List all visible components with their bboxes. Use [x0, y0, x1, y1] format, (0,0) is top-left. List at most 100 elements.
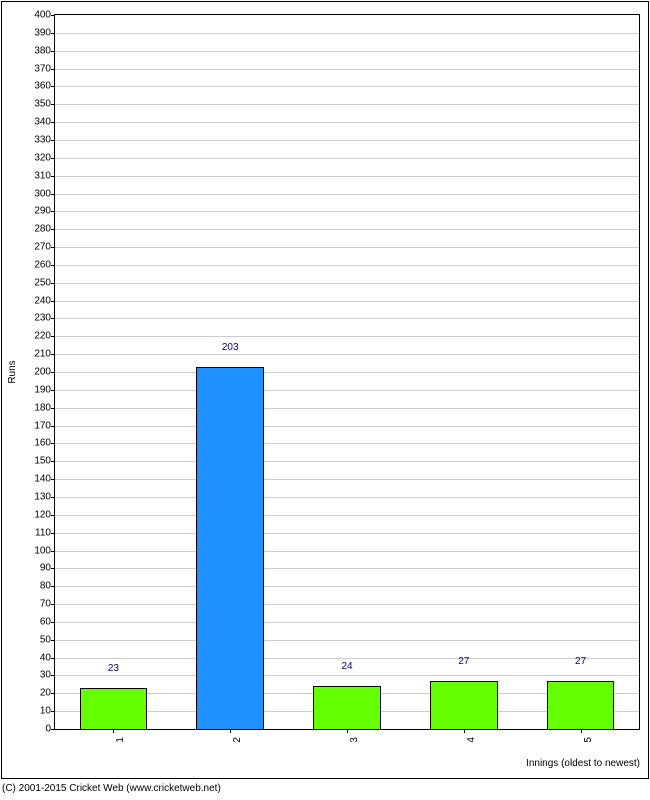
gridline: [55, 568, 639, 569]
ytick-label: 30: [40, 670, 55, 681]
xtick-mark: [230, 729, 231, 733]
xtick-label: 5: [581, 737, 594, 743]
ytick-label: 200: [34, 367, 55, 378]
ytick-label: 240: [34, 295, 55, 306]
ytick-label: 70: [40, 599, 55, 610]
xtick-mark: [113, 729, 114, 733]
ytick-label: 370: [34, 63, 55, 74]
ytick-label: 360: [34, 81, 55, 92]
gridline: [55, 283, 639, 284]
gridline: [55, 479, 639, 480]
ytick-label: 210: [34, 349, 55, 360]
footer-credit: (C) 2001-2015 Cricket Web (www.cricketwe…: [2, 783, 221, 794]
ytick-label: 300: [34, 188, 55, 199]
gridline: [55, 658, 639, 659]
ytick-label: 80: [40, 581, 55, 592]
bar: [430, 681, 498, 729]
gridline: [55, 158, 639, 159]
gridline: [55, 194, 639, 195]
gridline: [55, 229, 639, 230]
ytick-label: 50: [40, 634, 55, 645]
xtick-label: 1: [113, 737, 126, 743]
gridline: [55, 622, 639, 623]
ytick-label: 230: [34, 313, 55, 324]
gridline: [55, 515, 639, 516]
gridline: [55, 265, 639, 266]
gridline: [55, 33, 639, 34]
xtick-label: 3: [347, 737, 360, 743]
ytick-label: 290: [34, 206, 55, 217]
xtick-mark: [581, 729, 582, 733]
ytick-label: 190: [34, 384, 55, 395]
ytick-label: 310: [34, 170, 55, 181]
bar-value-label: 23: [108, 663, 119, 674]
bar: [80, 688, 148, 729]
ytick-label: 250: [34, 277, 55, 288]
bar-value-label: 27: [575, 656, 586, 667]
ytick-label: 320: [34, 152, 55, 163]
gridline: [55, 69, 639, 70]
ytick-label: 10: [40, 706, 55, 717]
ytick-label: 220: [34, 331, 55, 342]
gridline: [55, 211, 639, 212]
ytick-label: 400: [34, 10, 55, 21]
gridline: [55, 247, 639, 248]
gridline: [55, 176, 639, 177]
ytick-label: 350: [34, 99, 55, 110]
gridline: [55, 604, 639, 605]
gridline: [55, 408, 639, 409]
ytick-label: 140: [34, 474, 55, 485]
gridline: [55, 461, 639, 462]
ytick-label: 90: [40, 563, 55, 574]
bar: [547, 681, 615, 729]
xtick-label: 4: [464, 737, 477, 743]
gridline: [55, 86, 639, 87]
gridline: [55, 51, 639, 52]
ytick-label: 390: [34, 27, 55, 38]
xtick-mark: [464, 729, 465, 733]
ytick-label: 0: [45, 724, 55, 735]
ytick-label: 340: [34, 117, 55, 128]
ytick-label: 260: [34, 259, 55, 270]
gridline: [55, 336, 639, 337]
ytick-label: 120: [34, 509, 55, 520]
gridline: [55, 443, 639, 444]
gridline: [55, 390, 639, 391]
ytick-label: 380: [34, 45, 55, 56]
bar: [313, 686, 381, 729]
bar-value-label: 203: [222, 342, 239, 353]
gridline: [55, 533, 639, 534]
xtick-label: 2: [230, 737, 243, 743]
plot-area: 23203242727 0102030405060708090100110120…: [54, 14, 640, 730]
bar-value-label: 24: [341, 661, 352, 672]
gridline: [55, 586, 639, 587]
gridline: [55, 497, 639, 498]
gridline: [55, 122, 639, 123]
gridline: [55, 551, 639, 552]
y-axis-title: Runs: [7, 360, 18, 383]
ytick-label: 270: [34, 242, 55, 253]
bar: [196, 367, 264, 729]
ytick-label: 170: [34, 420, 55, 431]
ytick-label: 60: [40, 616, 55, 627]
gridline: [55, 640, 639, 641]
gridline: [55, 426, 639, 427]
ytick-label: 130: [34, 491, 55, 502]
gridline: [55, 675, 639, 676]
xtick-mark: [347, 729, 348, 733]
ytick-label: 160: [34, 438, 55, 449]
ytick-label: 20: [40, 688, 55, 699]
gridline: [55, 372, 639, 373]
ytick-label: 40: [40, 652, 55, 663]
ytick-label: 330: [34, 134, 55, 145]
gridline: [55, 354, 639, 355]
x-axis-title: Innings (oldest to newest): [526, 758, 640, 769]
ytick-label: 280: [34, 224, 55, 235]
gridline: [55, 301, 639, 302]
ytick-label: 110: [35, 527, 55, 538]
ytick-label: 150: [34, 456, 55, 467]
gridline: [55, 140, 639, 141]
ytick-label: 100: [34, 545, 55, 556]
ytick-label: 180: [34, 402, 55, 413]
bar-value-label: 27: [458, 656, 469, 667]
